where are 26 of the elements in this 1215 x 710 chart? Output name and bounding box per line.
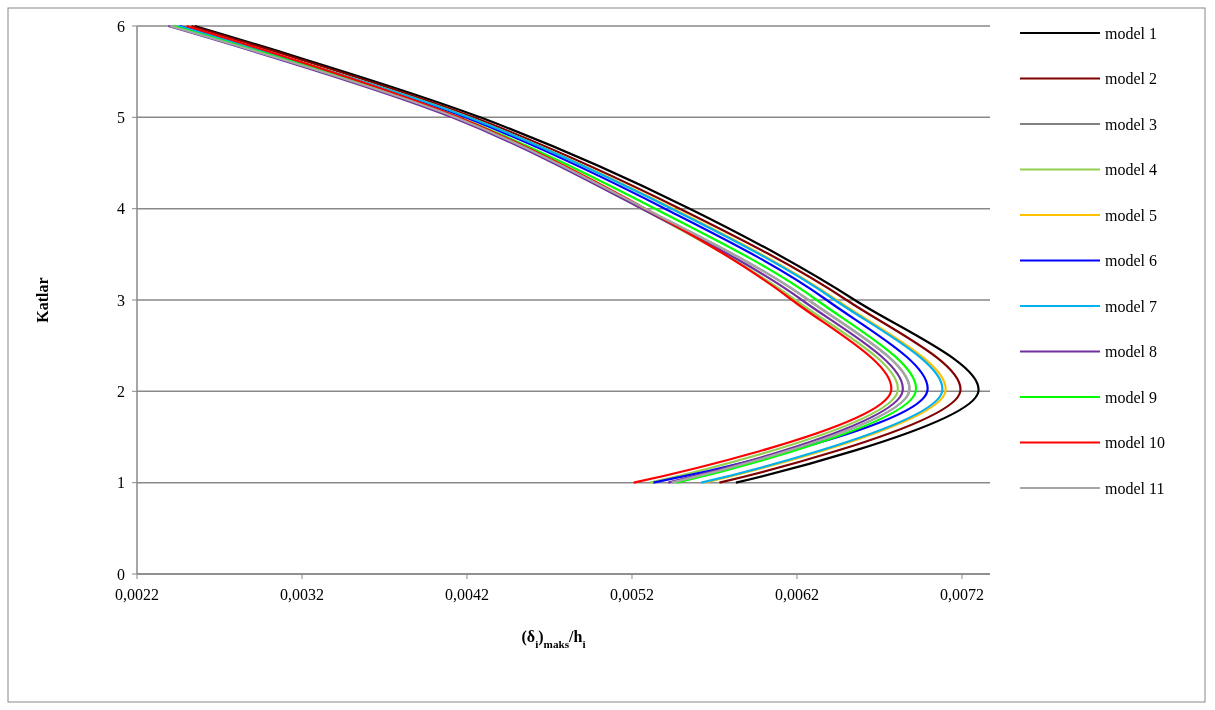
- legend-label: model 7: [1105, 297, 1157, 315]
- legend-label: model 4: [1105, 161, 1157, 179]
- x-tick-label: 0,0072: [939, 586, 984, 603]
- x-tick-label: 0,0032: [279, 586, 324, 603]
- x-axis-title: (δ$_{i}$)$_{maks}$/h$_{i}$: [521, 628, 586, 650]
- legend-label: model 6: [1105, 252, 1157, 270]
- y-tick-label: 0: [117, 565, 125, 583]
- legend-label: model 10: [1105, 434, 1165, 452]
- y-tick-label: 2: [117, 382, 125, 400]
- legend-label: model 3: [1105, 115, 1157, 133]
- y-tick-label: 4: [117, 200, 125, 218]
- y-tick-label: 1: [117, 474, 125, 492]
- x-tick-label: 0,0062: [774, 586, 819, 603]
- legend-label: model 1: [1105, 24, 1157, 42]
- legend-label: model 5: [1105, 206, 1157, 224]
- y-axis-title: Katlar: [34, 277, 51, 323]
- x-tick-label: 0,0052: [609, 586, 654, 603]
- x-tick-label: 0,0042: [444, 586, 489, 603]
- legend-label: model 8: [1105, 343, 1157, 361]
- y-tick-label: 3: [117, 291, 125, 309]
- x-tick-label: 0,0022: [115, 586, 159, 603]
- y-tick-label: 6: [117, 17, 125, 35]
- legend-label: model 9: [1105, 388, 1157, 406]
- legend-label: model 11: [1105, 479, 1165, 497]
- y-tick-label: 5: [117, 108, 125, 126]
- legend-label: model 2: [1105, 70, 1157, 88]
